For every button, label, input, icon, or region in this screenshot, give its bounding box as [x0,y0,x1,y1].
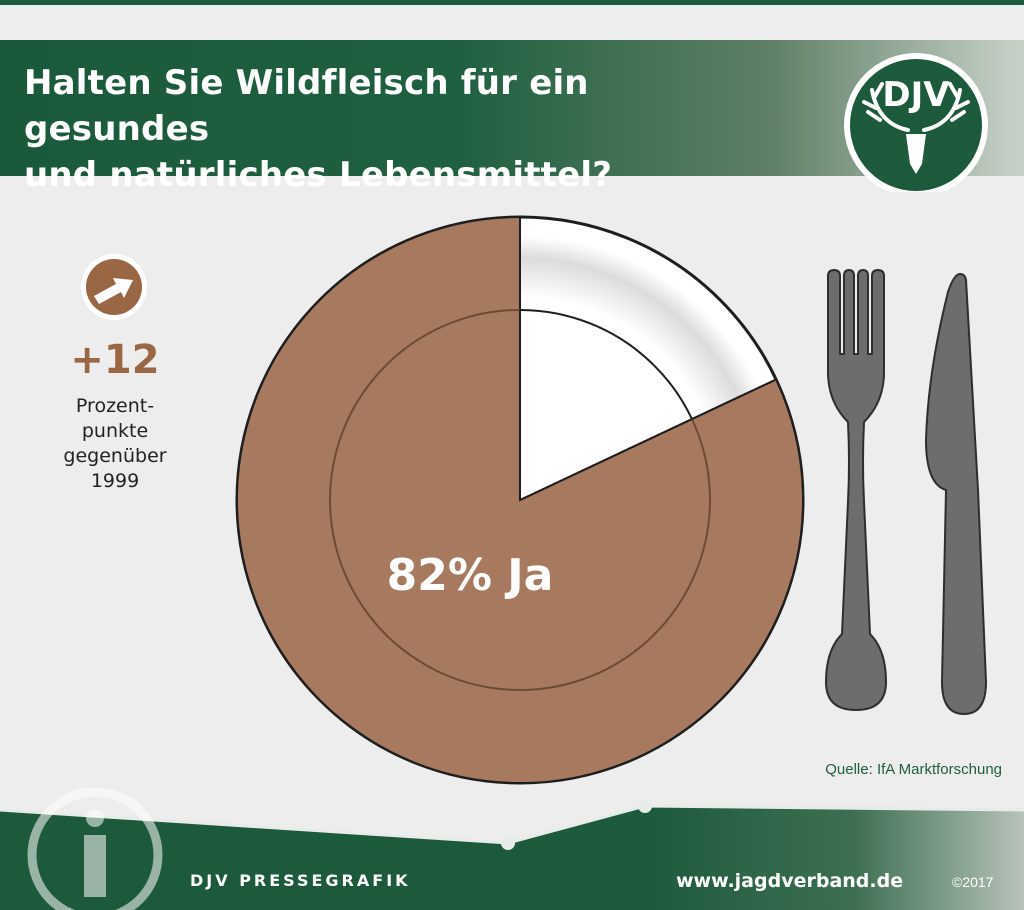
info-icon [27,787,163,910]
pie-slice-inner-rim [329,309,711,691]
knife-icon [924,272,988,716]
footer-url-link[interactable]: www.jagdverband.de [676,870,904,892]
footer-divider-line [0,804,1024,845]
fork-icon [824,268,888,712]
pie-separator [519,378,777,501]
trend-badge [81,254,147,320]
footer-node [638,799,652,813]
change-note: Prozent- punkte gegenüber 1999 [63,395,167,492]
logo-text: DJV [882,75,950,115]
footer-right-panel [645,806,1024,910]
footer-brand: DJV PRESSEGRAFIK [190,871,411,890]
arrow-up-right-icon [94,278,133,304]
top-strip [0,0,1024,5]
stag-head-icon [906,134,926,174]
logo-disc [850,59,982,191]
cutlery-illustration [824,268,988,716]
footer-band [0,787,1024,910]
footer-copyright: ©2017 [952,874,994,890]
pie-data-label: 82% Ja [387,550,554,601]
pie-chart: 82% Ja [235,215,805,785]
chart-title: Halten Sie Wildfleisch für ein gesundes … [24,63,613,195]
pie-layer [235,215,805,785]
djv-logo: DJV [844,53,988,192]
antler-icon [862,82,970,132]
footer-node [501,836,515,850]
source-note: Quelle: IfA Marktforschung [825,761,1002,778]
change-value: +12 [70,337,160,383]
